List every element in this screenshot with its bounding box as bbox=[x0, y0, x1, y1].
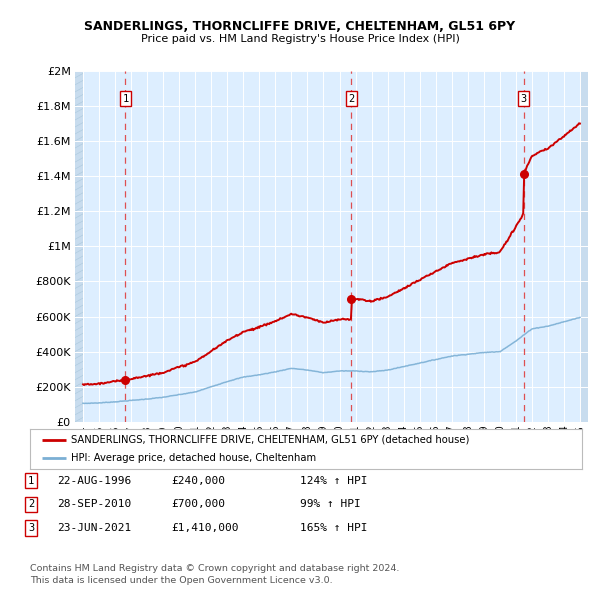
Text: £1,410,000: £1,410,000 bbox=[171, 523, 238, 533]
Text: 28-SEP-2010: 28-SEP-2010 bbox=[57, 500, 131, 509]
Bar bbox=[75, 71, 83, 422]
Text: 1: 1 bbox=[122, 94, 128, 104]
Text: 2: 2 bbox=[349, 94, 355, 104]
Text: 3: 3 bbox=[520, 94, 527, 104]
Bar bbox=[580, 71, 588, 422]
Text: £240,000: £240,000 bbox=[171, 476, 225, 486]
Text: 99% ↑ HPI: 99% ↑ HPI bbox=[300, 500, 361, 509]
Text: 124% ↑ HPI: 124% ↑ HPI bbox=[300, 476, 367, 486]
Text: 23-JUN-2021: 23-JUN-2021 bbox=[57, 523, 131, 533]
Text: SANDERLINGS, THORNCLIFFE DRIVE, CHELTENHAM, GL51 6PY: SANDERLINGS, THORNCLIFFE DRIVE, CHELTENH… bbox=[85, 20, 515, 33]
Text: 1: 1 bbox=[28, 476, 34, 486]
Text: HPI: Average price, detached house, Cheltenham: HPI: Average price, detached house, Chel… bbox=[71, 453, 317, 463]
Text: Price paid vs. HM Land Registry's House Price Index (HPI): Price paid vs. HM Land Registry's House … bbox=[140, 34, 460, 44]
Text: £700,000: £700,000 bbox=[171, 500, 225, 509]
Text: SANDERLINGS, THORNCLIFFE DRIVE, CHELTENHAM, GL51 6PY (detached house): SANDERLINGS, THORNCLIFFE DRIVE, CHELTENH… bbox=[71, 435, 470, 445]
Text: Contains HM Land Registry data © Crown copyright and database right 2024.
This d: Contains HM Land Registry data © Crown c… bbox=[30, 565, 400, 585]
Text: 2: 2 bbox=[28, 500, 34, 509]
Text: 165% ↑ HPI: 165% ↑ HPI bbox=[300, 523, 367, 533]
Text: 3: 3 bbox=[28, 523, 34, 533]
Text: 22-AUG-1996: 22-AUG-1996 bbox=[57, 476, 131, 486]
